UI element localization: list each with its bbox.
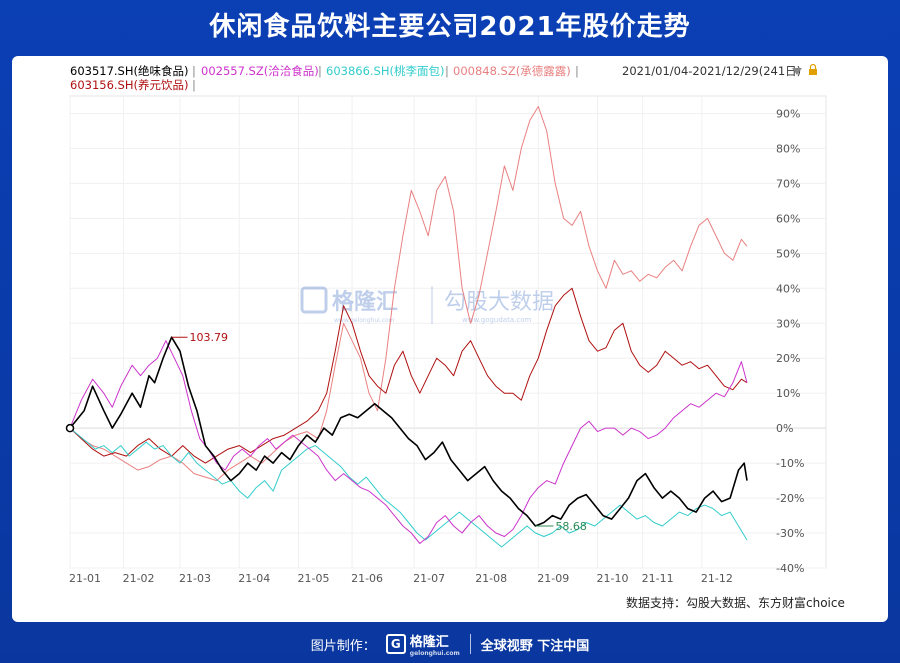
gelonghui-logo-icon: G xyxy=(385,634,406,654)
y-tick-label: 80% xyxy=(776,142,800,155)
footer-brand: 格隆汇 xyxy=(409,635,449,650)
data-source: 数据支持：勾股大数据、东方财富choice xyxy=(626,595,845,610)
max-annotation-label: 103.79 xyxy=(190,331,229,344)
legend-item-chengDe[interactable]: 000848.SZ(承德露露) xyxy=(453,64,571,78)
x-tick-label: 21-02 xyxy=(123,572,155,585)
y-tick-label: 50% xyxy=(776,247,800,260)
max-annotation: 103.79 xyxy=(171,331,229,344)
watermark-source: 勾股大数据 xyxy=(444,290,554,315)
x-tick-label: 21-07 xyxy=(413,572,445,585)
legend-item-jueWei[interactable]: 603517.SH(绝味食品) xyxy=(70,64,188,78)
x-tick-label: 21-10 xyxy=(596,572,628,585)
series-line-3[interactable] xyxy=(69,427,748,548)
lock-icon[interactable] xyxy=(809,69,817,75)
legend-item-taoLi[interactable]: 603866.SH(桃李面包) xyxy=(326,64,444,78)
y-tick-label: -10% xyxy=(776,457,804,470)
y-tick-label: -40% xyxy=(776,562,804,575)
chart-panel: 603517.SH(绝味食品) | 002557.SZ(洽洽食品) | 6038… xyxy=(12,56,888,622)
y-tick-label: 10% xyxy=(776,387,800,400)
y-tick-label: 70% xyxy=(776,177,800,190)
date-range[interactable]: 2021/01/04-2021/12/29(241日) xyxy=(622,64,801,78)
lock-shackle xyxy=(809,63,817,69)
legend-sep: | xyxy=(445,64,449,78)
series-line-1[interactable] xyxy=(69,336,748,527)
legend-item-yangYuan[interactable]: 603156.SH(养元饮品) xyxy=(70,78,188,92)
series-line-5[interactable] xyxy=(69,287,748,464)
footer-brand-sub: gelonghui.com xyxy=(409,650,460,657)
y-tick-label: -30% xyxy=(776,527,804,540)
legend-item-qiaQia[interactable]: 002557.SZ(洽洽食品) xyxy=(201,64,319,78)
y-tick-label: 0% xyxy=(776,422,793,435)
series-line-2[interactable] xyxy=(69,340,748,544)
watermark-brand-sub: www.gelonghui.com xyxy=(334,317,395,324)
series-line-4[interactable] xyxy=(69,106,748,482)
grid-layer xyxy=(69,96,826,569)
watermark-source-sub: www.gogudata.com xyxy=(462,316,531,324)
chart-svg: 603517.SH(绝味食品) | 002557.SZ(洽洽食品) | 6038… xyxy=(65,63,845,610)
y-tick-label: 60% xyxy=(776,212,800,225)
x-tick-label: 21-04 xyxy=(238,572,270,585)
min-annotation-label: 58.68 xyxy=(555,520,587,533)
footer-brand-block: 格隆汇 gelonghui.com xyxy=(410,631,460,657)
y-tick-label: 30% xyxy=(776,317,800,330)
dropdown-arrow-icon[interactable] xyxy=(792,68,802,75)
watermark-logo-icon xyxy=(300,286,328,314)
page-title: 休闲食品饮料主要公司2021年股价走势 xyxy=(209,12,691,42)
x-tick-label: 21-06 xyxy=(351,572,383,585)
x-tick-label: 21-08 xyxy=(475,572,507,585)
x-tick-label: 21-03 xyxy=(179,572,211,585)
series-layer xyxy=(65,106,748,548)
x-tick-label: 21-12 xyxy=(701,572,733,585)
x-tick-label: 21-09 xyxy=(537,572,569,585)
y-tick-label: 40% xyxy=(776,282,800,295)
legend-sep: | xyxy=(575,64,579,78)
watermark-brand: 格隆汇 xyxy=(332,289,398,315)
legend-sep: | xyxy=(192,78,196,92)
legend-sep: | xyxy=(318,64,322,78)
y-tick-label: -20% xyxy=(776,492,804,505)
start-marker xyxy=(65,423,75,433)
footer-logo: G 格隆汇 gelonghui.com xyxy=(385,631,460,657)
legend-sep: | xyxy=(192,64,196,78)
footer-made-by: 图片制作： xyxy=(310,638,376,654)
x-tick-label: 21-11 xyxy=(642,572,674,585)
min-annotation: 58.68 xyxy=(535,520,587,533)
tick-layer: 90% 80% 70% 60% 50% 40% 30% 20% 10% 0% -10% -20% -30… xyxy=(69,107,804,585)
x-tick-label: 21-01 xyxy=(69,572,101,585)
y-tick-label: 90% xyxy=(776,107,800,120)
plot-area xyxy=(69,95,827,569)
x-tick-label: 21-05 xyxy=(297,572,329,585)
footer: 图片制作： G 格隆汇 gelonghui.com 全球视野 下注中国 xyxy=(0,630,900,658)
footer-divider xyxy=(469,634,471,654)
y-tick-label: 20% xyxy=(776,352,800,365)
footer-slogan: 全球视野 下注中国 xyxy=(480,638,590,654)
